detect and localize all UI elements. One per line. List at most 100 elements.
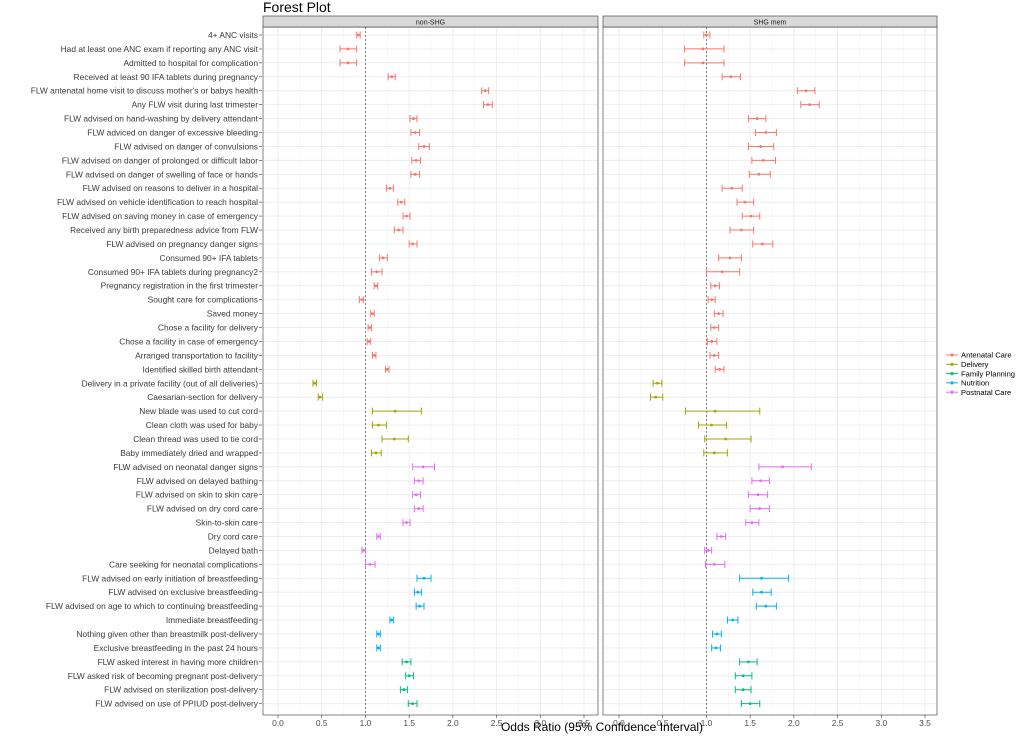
category-label: Skin-to-skin care xyxy=(196,518,259,528)
category-label: FLW asked risk of becoming pregnant post… xyxy=(68,671,259,681)
point-estimate xyxy=(741,674,745,678)
point-estimate xyxy=(715,632,719,636)
category-label: FLW asked interest in having more childr… xyxy=(98,657,259,667)
point-estimate xyxy=(741,688,745,692)
category-label: Delivery in a private facility (out of a… xyxy=(82,378,259,388)
category-label: FLW advised on danger of swelling of fac… xyxy=(66,169,258,179)
point-estimate xyxy=(411,242,415,246)
category-label: Clean thread was used to tie cord xyxy=(133,434,258,444)
point-estimate xyxy=(710,423,714,427)
legend-key-point xyxy=(950,381,954,385)
category-label: Consumed 90+ IFA tablets during pregnanc… xyxy=(88,267,259,277)
point-estimate xyxy=(422,576,426,580)
category-label: Clean cloth was used for baby xyxy=(146,420,259,430)
point-estimate xyxy=(712,326,716,329)
panel-non-shg: non-SHG 0.0 0.5 1.0 1.5 2.0 2.5 3.0 3.5 xyxy=(262,15,599,728)
point-estimate xyxy=(654,395,658,399)
category-label: FLW advised on age to which to continuin… xyxy=(46,601,258,611)
category-label: FLW advised on saving money in case of e… xyxy=(62,211,259,221)
point-estimate xyxy=(318,395,322,399)
point-estimate xyxy=(724,437,728,441)
point-estimate xyxy=(413,131,417,134)
category-label: FLW antenatal home visit to discuss moth… xyxy=(31,86,259,96)
point-estimate xyxy=(377,646,380,650)
point-estimate xyxy=(346,61,350,65)
point-estimate xyxy=(416,590,420,594)
category-label: FLW advised on danger of prolonged or di… xyxy=(62,155,258,165)
legend-key-point xyxy=(950,362,954,366)
point-estimate xyxy=(390,75,394,79)
category-label: FLW advised on vehicle identification to… xyxy=(57,197,258,207)
legend-label: Postnatal Care xyxy=(961,388,1011,397)
point-estimate xyxy=(411,702,415,706)
x-tick-label: 1.0 xyxy=(701,718,713,728)
point-estimate xyxy=(750,521,754,524)
category-label: Received any birth preparedness advice f… xyxy=(70,225,258,235)
category-label: FLW advised on reasons to deliver in a h… xyxy=(83,183,258,193)
category-label: FLW advised on skin to skin care xyxy=(136,490,259,500)
point-estimate xyxy=(760,576,763,580)
point-estimate xyxy=(375,270,379,274)
legend-label: Family Planning xyxy=(961,369,1015,378)
category-label: FLW advised on neonatal danger signs xyxy=(113,462,258,472)
x-tick-label: 0.5 xyxy=(657,718,669,728)
x-tick-label: 3.0 xyxy=(875,718,887,728)
x-tick-label: 2.0 xyxy=(788,718,800,728)
point-estimate xyxy=(417,479,421,483)
category-label: 4+ ANC visits xyxy=(208,30,258,40)
point-estimate xyxy=(764,604,768,608)
point-estimate xyxy=(705,33,708,37)
point-estimate xyxy=(759,145,763,148)
point-estimate xyxy=(656,381,659,385)
point-estimate xyxy=(414,158,418,162)
point-estimate xyxy=(760,590,763,594)
point-estimate xyxy=(755,117,759,120)
facet-strip xyxy=(262,15,599,28)
category-label: Care seeking for neonatal complications xyxy=(109,559,258,569)
point-estimate xyxy=(808,103,811,107)
point-estimate xyxy=(781,465,784,469)
point-estimate xyxy=(385,367,389,371)
point-estimate xyxy=(746,660,750,664)
point-estimate xyxy=(713,284,717,288)
category-label: FLW advised on use of PPIUD post-deliver… xyxy=(95,699,259,709)
category-label: FLW advised on dry cord care xyxy=(147,504,258,514)
x-tick-label: 2.5 xyxy=(491,718,503,728)
legend-key-point xyxy=(950,372,954,376)
point-estimate xyxy=(418,604,422,608)
point-estimate xyxy=(313,381,317,385)
x-tick-label: 1.5 xyxy=(744,718,756,728)
point-estimate xyxy=(374,284,378,288)
point-estimate xyxy=(728,256,732,260)
point-estimate xyxy=(405,660,408,664)
point-estimate xyxy=(397,228,401,232)
legend-label: Delivery xyxy=(961,360,989,369)
point-estimate xyxy=(377,632,380,636)
category-label: Delayed bath xyxy=(209,545,259,555)
point-estimate xyxy=(368,562,372,566)
point-estimate xyxy=(717,312,721,315)
category-label: Baby immediately dried and wrapped xyxy=(120,448,258,458)
point-estimate xyxy=(759,479,763,483)
category-label: Exclusive breastfeeding in the past 24 h… xyxy=(94,643,258,653)
legend-label: Nutrition xyxy=(961,379,989,388)
point-estimate xyxy=(393,409,397,413)
category-label: Had at least one ANC exam if reporting a… xyxy=(61,44,259,54)
point-estimate xyxy=(710,340,714,343)
point-estimate xyxy=(374,451,378,455)
x-tick-label: 2.0 xyxy=(447,718,459,728)
point-estimate xyxy=(713,409,717,413)
point-estimate xyxy=(390,618,394,622)
point-estimate xyxy=(402,688,406,692)
category-label: Chose a facility for delivery xyxy=(158,323,259,333)
point-estimate xyxy=(731,618,735,622)
point-estimate xyxy=(412,117,415,120)
point-estimate xyxy=(368,326,372,329)
legend-key-point xyxy=(950,353,954,357)
category-label: Caesarian-section for delivery xyxy=(147,392,259,402)
point-estimate xyxy=(357,33,360,37)
point-estimate xyxy=(758,507,762,511)
point-estimate xyxy=(421,465,425,469)
panel-shg-mem: SHG mem 0.0 0.5 1.0 1.5 2.0 2.5 3.0 3.5 xyxy=(602,15,938,728)
